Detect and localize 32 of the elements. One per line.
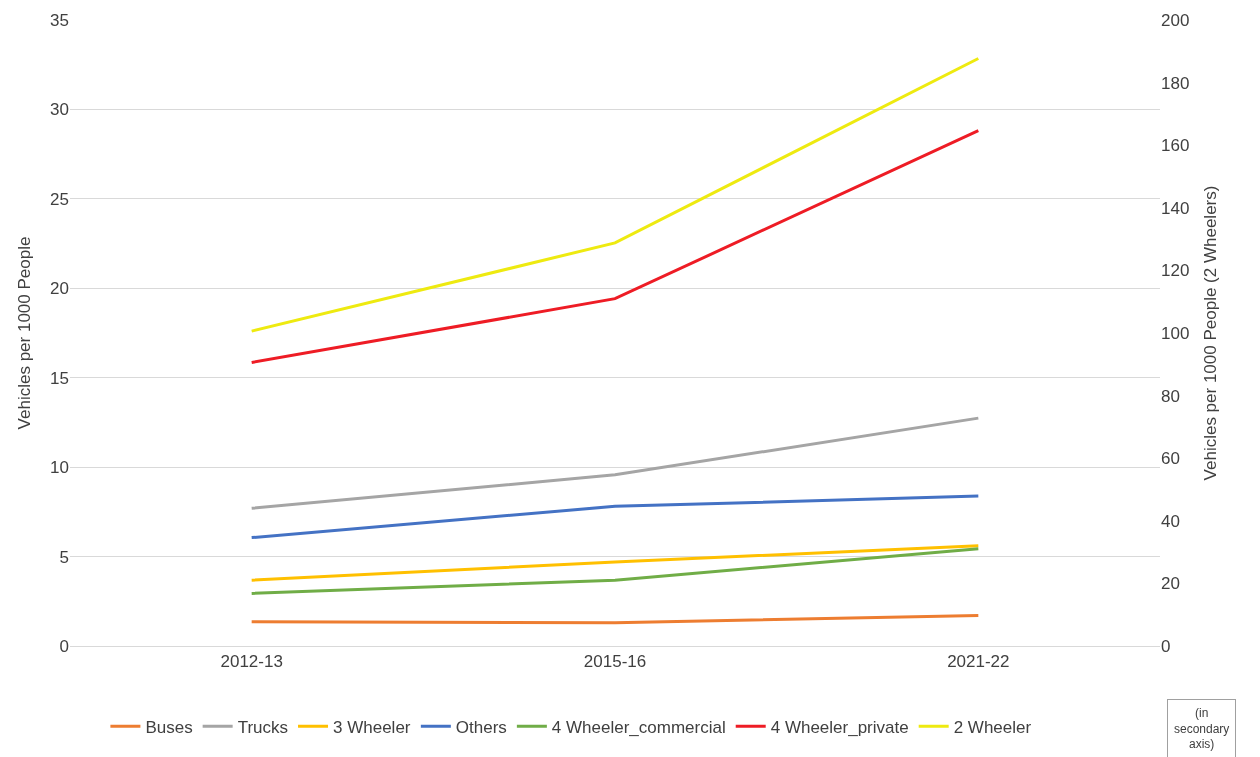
legend-label: Others (455, 717, 507, 737)
y-tick-label: 20 (50, 279, 69, 299)
y2-tick-label: 180 (1161, 73, 1190, 93)
text: (in secondary axis) (1174, 706, 1230, 752)
y2-tick-label: 200 (1161, 10, 1190, 30)
y-tick-label: 30 (50, 100, 69, 120)
y2-axis-title: Vehicles per 1000 People (2 Wheelers) (1200, 185, 1220, 481)
y2-tick-label: 40 (1161, 511, 1180, 531)
legend-label: Buses (145, 717, 193, 737)
y-tick-label: 5 (59, 547, 69, 567)
x-tick-label: 2015-16 (583, 652, 647, 672)
y-axis-title: Vehicles per 1000 People (14, 236, 34, 430)
y2-tick-label: 60 (1161, 449, 1180, 469)
y2-tick-label: 160 (1161, 136, 1190, 156)
x-tick-label: 2012-13 (220, 652, 283, 672)
y2-tick-label: 80 (1161, 386, 1180, 406)
y2-tick-label: 20 (1161, 574, 1180, 594)
y2-tick-label: 120 (1161, 261, 1190, 281)
y-tick-label: 25 (50, 189, 69, 209)
legend-label: 3 Wheeler (333, 717, 411, 737)
y-tick-label: 15 (50, 368, 69, 388)
y-tick-label: 35 (50, 10, 69, 30)
y-tick-label: 10 (50, 458, 69, 478)
y-tick-label: 0 (59, 636, 69, 656)
x-tick-label: 2021-22 (947, 652, 1010, 672)
legend-label: Trucks (237, 717, 289, 737)
y2-tick-label: 100 (1161, 323, 1190, 343)
legend-label: 2 Wheeler (953, 717, 1032, 737)
legend-label: 4 Wheeler_commercial (551, 717, 726, 737)
legend-label: 4 Wheeler_private (770, 717, 909, 737)
y2-tick-label: 140 (1161, 198, 1190, 218)
y2-tick-label: 0 (1161, 636, 1171, 656)
